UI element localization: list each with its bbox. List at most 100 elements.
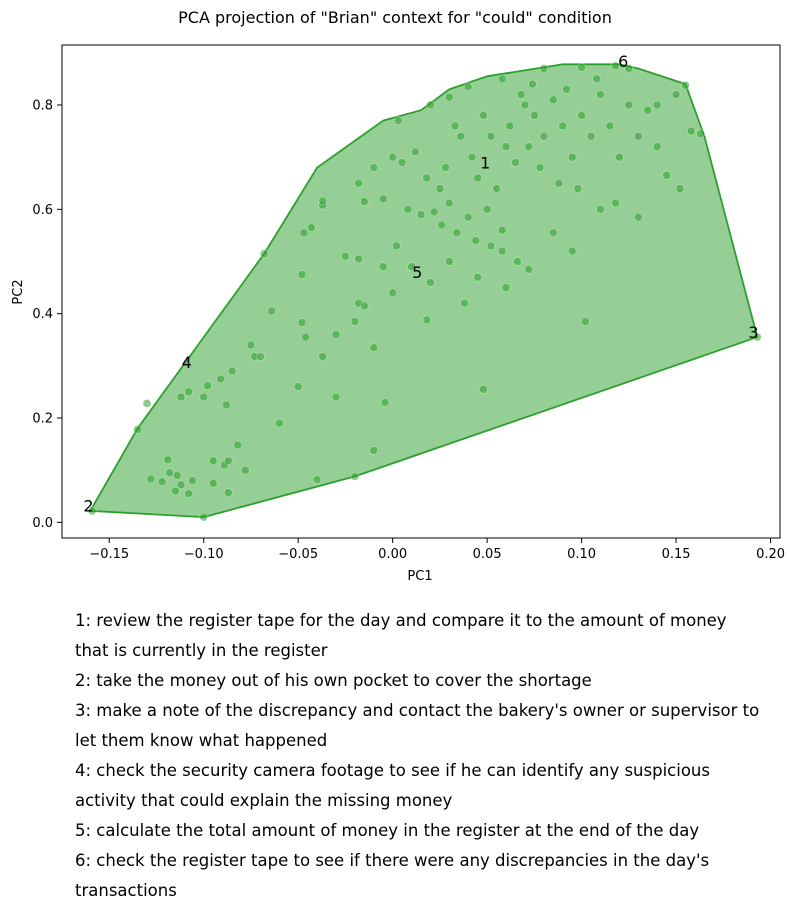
annotation-3: 3: make a note of the discrepancy and co…	[75, 701, 760, 750]
scatter-point	[463, 82, 473, 91]
scatter-point	[486, 241, 496, 251]
scatter-point	[354, 254, 363, 264]
axes-frame	[61, 44, 781, 539]
scatter-point	[275, 418, 284, 428]
scatter-point	[307, 223, 316, 232]
scatter-point	[397, 158, 407, 167]
scatter-point	[157, 477, 167, 486]
scatter-point	[441, 163, 450, 172]
scatter-point	[392, 241, 401, 251]
x-tick-label: −0.10	[184, 547, 224, 562]
scatter-point	[486, 132, 496, 141]
scatter-point	[331, 330, 341, 339]
y-tick-label: 0.8	[32, 98, 53, 113]
scatter-point	[407, 262, 416, 271]
scatter-point	[256, 352, 265, 361]
scatter-point	[176, 480, 186, 490]
scatter-point	[577, 63, 586, 72]
scatter-point	[505, 121, 515, 131]
scatter-point	[426, 100, 435, 110]
pca-scatter-chart: PCA projection of "Brian" context for "c…	[11, 8, 785, 584]
scatter-point	[624, 64, 634, 73]
point-label-1: 1	[480, 153, 490, 172]
scatter-point	[501, 283, 511, 292]
scatter-point	[501, 142, 511, 151]
scatter-point	[173, 471, 182, 480]
scatter-point	[388, 152, 397, 162]
scatter-point	[163, 455, 173, 464]
scatter-point	[445, 92, 454, 102]
scatter-point	[463, 212, 473, 222]
scatter-point	[87, 506, 97, 516]
scatter-point	[671, 90, 681, 99]
scatter-point	[360, 301, 369, 311]
scatter-point	[394, 116, 403, 125]
scatter-point	[388, 288, 397, 298]
annotation-legend: 1: review the register tape for the day …	[75, 606, 765, 906]
scatter-point	[199, 392, 208, 402]
scatter-point	[497, 225, 507, 235]
scatter-point	[241, 465, 250, 475]
scatter-point	[411, 147, 420, 157]
scatter-point	[422, 173, 431, 183]
scatter-point	[403, 205, 413, 214]
scatter-point	[554, 178, 564, 188]
scatter-point	[567, 246, 577, 256]
scatter-point	[380, 398, 390, 407]
scatter-point	[445, 198, 454, 208]
scatter-point	[471, 236, 481, 245]
scatter-point	[184, 387, 193, 397]
scatter-point	[297, 270, 307, 279]
scatter-point	[445, 257, 454, 266]
point-label-6: 6	[618, 52, 628, 71]
scatter-point	[573, 184, 583, 193]
annotation-1: 1: review the register tape for the day …	[75, 611, 727, 660]
x-axis: −0.15 −0.10 −0.05 0.00 0.05 0.10 0.15 0.20	[89, 538, 785, 562]
scatter-point	[482, 205, 492, 214]
scatter-point	[611, 61, 620, 71]
scatter-point	[378, 194, 388, 204]
scatter-point	[524, 265, 533, 274]
x-tick-label: 0.00	[378, 547, 407, 562]
scatter-point	[681, 80, 690, 90]
annotation-5: 5: calculate the total amount of money i…	[75, 821, 700, 840]
x-tick-label: −0.05	[278, 547, 318, 562]
scatter-point	[662, 171, 671, 180]
scatter-point	[549, 95, 558, 105]
scatter-point	[467, 152, 477, 162]
scatter-point	[513, 257, 522, 266]
scatter-point	[184, 489, 193, 498]
scatter-point	[675, 184, 685, 193]
scatter-point	[350, 472, 360, 481]
y-axis-label: PC2	[11, 279, 26, 304]
scatter-point	[586, 132, 596, 141]
scatter-point	[539, 132, 549, 141]
scatter-point	[562, 85, 571, 94]
scatter-point	[652, 142, 662, 151]
scatter-point	[511, 158, 520, 167]
scatter-point	[520, 100, 530, 110]
convex-hull	[88, 63, 759, 519]
scatter-point	[497, 246, 507, 256]
x-tick-label: 0.20	[756, 547, 785, 562]
scatter-point	[652, 100, 662, 110]
scatter-point	[634, 212, 643, 222]
x-tick-label: 0.15	[662, 547, 691, 562]
scatter-point	[378, 262, 388, 271]
scatter-point	[301, 332, 310, 342]
scatter-point	[227, 366, 237, 376]
annotation-6: 6: check the register tape to see if the…	[75, 851, 710, 900]
scatter-point	[142, 399, 152, 408]
scatter-point	[450, 121, 460, 131]
scatter-point	[312, 475, 322, 484]
x-tick-label: −0.15	[89, 547, 129, 562]
scatter-point	[297, 318, 307, 327]
scatter-point	[643, 105, 652, 115]
scatter-point	[360, 197, 369, 206]
scatter-point	[535, 163, 545, 172]
scatter-point	[429, 207, 439, 217]
scatter-point	[567, 152, 577, 162]
scatter-point	[696, 129, 705, 138]
chart-title: PCA projection of "Brian" context for "c…	[178, 8, 612, 27]
scatter-point	[293, 382, 303, 391]
